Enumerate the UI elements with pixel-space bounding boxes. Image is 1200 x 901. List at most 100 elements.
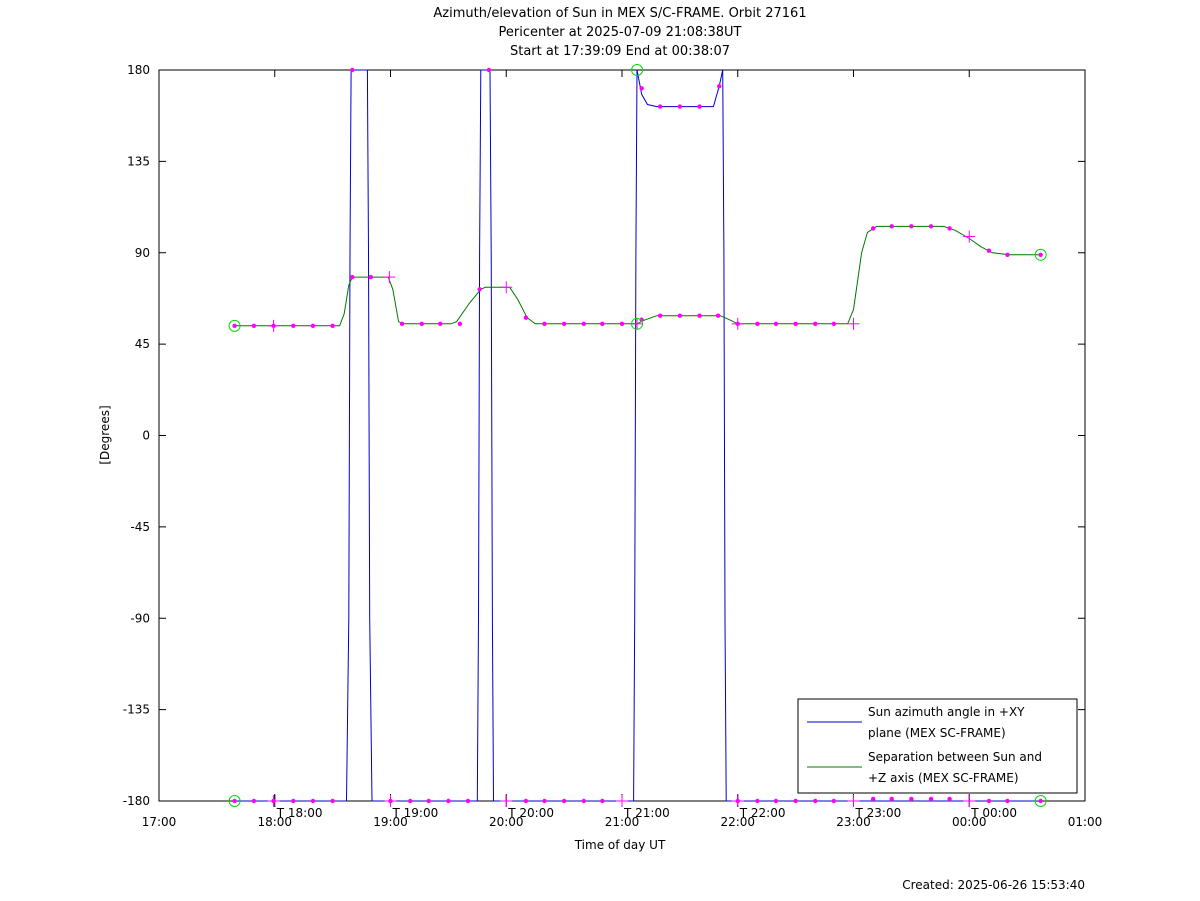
data-point: [457, 321, 463, 327]
cross-marker: [500, 795, 513, 807]
circle-marker: [1034, 795, 1047, 807]
series-line-2: [234, 225, 1041, 327]
data-point: [368, 274, 374, 280]
circle-marker: [631, 317, 644, 330]
plot-area: 180 135 90 45 0 -45 -90 -135 -180 17:00 18:00 19:00…: [123, 63, 1103, 829]
cross-marker: [963, 230, 976, 243]
data-point: [947, 796, 952, 802]
chart-subtitle-range: Start at 17:39:09 End at 00:38:07: [510, 44, 730, 59]
data-point: [697, 104, 702, 109]
data-point: [523, 315, 529, 320]
x-tick-label: 23:00: [836, 815, 871, 829]
data-point: [947, 226, 952, 231]
data-point: [717, 84, 722, 89]
legend-label-1-cont: plane (MEX SC-FRAME): [868, 726, 1006, 740]
data-point: [561, 321, 567, 327]
marker-layer: [228, 64, 1047, 807]
cross-marker: [384, 795, 397, 807]
data-point: [677, 104, 683, 109]
data-point: [928, 224, 934, 229]
y-tick-label: -180: [123, 794, 150, 808]
data-point: [542, 798, 547, 804]
data-point: [813, 321, 818, 327]
data-point: [600, 798, 605, 804]
y-tick-label: -135: [123, 703, 150, 717]
circle-marker: [228, 319, 241, 332]
x-tick-label: 22:00: [720, 815, 755, 829]
data-point: [477, 287, 482, 292]
data-point: [831, 798, 837, 804]
data-point: [870, 226, 876, 231]
data-point: [697, 313, 702, 318]
event-marker-label: T 23:00: [855, 806, 902, 820]
series-layer: [234, 69, 1041, 802]
data-point: [773, 321, 779, 327]
data-point: [542, 321, 547, 327]
data-point: [350, 274, 355, 280]
data-point: [870, 796, 876, 802]
data-point: [399, 321, 405, 327]
data-point: [291, 323, 296, 329]
series-line-1: [234, 69, 1041, 802]
y-tick-label: -45: [130, 520, 150, 534]
legend-label-2: Separation between Sun and: [868, 750, 1042, 764]
data-point: [639, 317, 644, 322]
y-tick-label: -90: [130, 611, 150, 625]
created-footer: Created: 2025-06-26 15:53:40: [902, 878, 1085, 892]
data-point: [1038, 252, 1043, 257]
x-tick-label: 20:00: [489, 815, 524, 829]
legend-box: [797, 698, 1078, 794]
data-point: [889, 224, 894, 229]
data-point: [619, 321, 625, 327]
data-point: [232, 798, 237, 804]
x-axis-label: Time of day UT: [574, 838, 666, 852]
data-point: [350, 67, 355, 73]
data-point: [251, 323, 257, 329]
data-point: [909, 796, 914, 802]
legend-label-2-cont: +Z axis (MEX SC-FRAME): [868, 771, 1019, 785]
data-point: [486, 67, 492, 73]
data-point: [715, 313, 721, 318]
y-tick-label: 180: [127, 63, 150, 77]
x-tick-label: 01:00: [1068, 815, 1103, 829]
cross-marker: [500, 281, 513, 294]
event-marker-label: T 19:00: [392, 806, 439, 820]
event-marker-label: T 21:00: [623, 806, 670, 820]
data-point: [581, 798, 587, 804]
data-point: [1038, 798, 1043, 804]
data-point: [793, 321, 798, 327]
data-point: [419, 321, 424, 327]
data-point: [657, 104, 663, 109]
data-point: [1005, 252, 1010, 257]
chart-title: Azimuth/elevation of Sun in MEX S/C-FRAM…: [433, 6, 806, 21]
x-tick-label: 00:00: [952, 815, 987, 829]
data-point: [438, 321, 443, 327]
data-point: [909, 224, 914, 229]
data-point: [600, 321, 605, 327]
data-point: [523, 798, 529, 804]
cross-marker: [731, 317, 744, 330]
data-point: [889, 796, 894, 802]
event-marker-label: T 00:00: [970, 806, 1017, 820]
cross-marker: [631, 317, 644, 330]
circle-marker: [1034, 248, 1047, 261]
cross-marker: [847, 795, 860, 807]
data-point: [232, 323, 237, 329]
cross-marker: [616, 795, 628, 807]
data-point: [251, 798, 257, 804]
circle-marker: [631, 64, 644, 76]
cross-marker: [267, 319, 280, 332]
y-tick-label: 0: [142, 429, 150, 443]
data-point: [639, 86, 644, 91]
data-point: [407, 798, 413, 804]
data-point: [291, 798, 296, 804]
x-tick-label: 18:00: [257, 815, 292, 829]
data-point: [831, 321, 837, 327]
data-point: [1005, 798, 1010, 804]
y-tick-label: 90: [135, 246, 150, 260]
data-point: [677, 313, 683, 318]
y-axis-label: [Degrees]: [98, 405, 112, 464]
data-point: [928, 796, 934, 802]
cross-marker: [963, 795, 976, 807]
